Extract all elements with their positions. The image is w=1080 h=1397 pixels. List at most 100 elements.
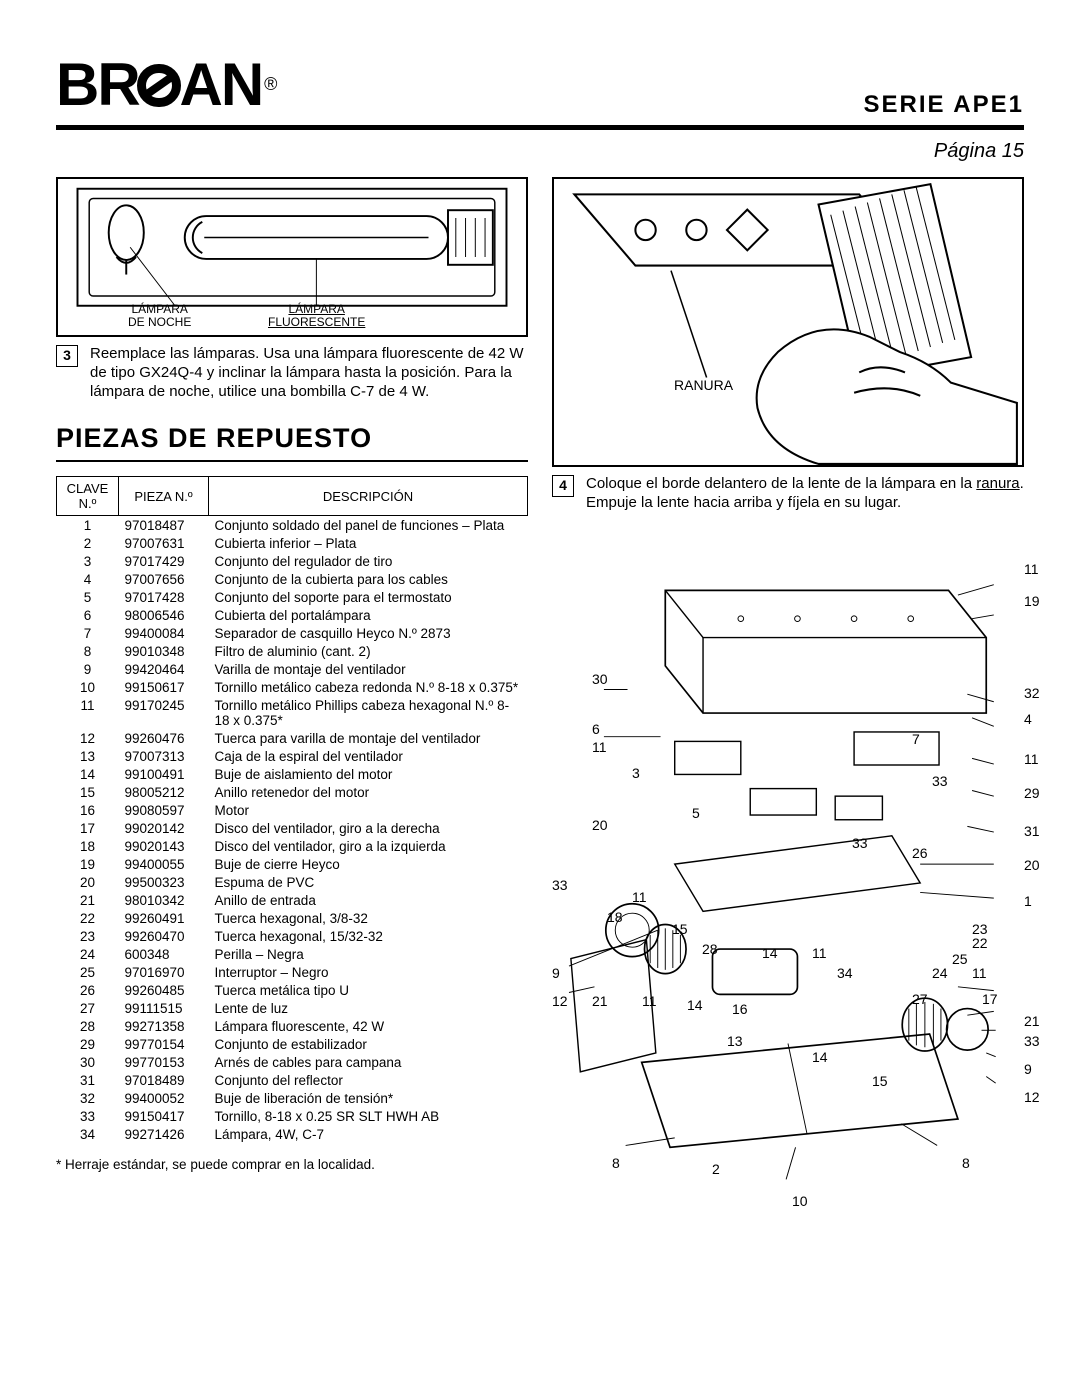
parts-header-key: CLAVE N.º	[57, 477, 119, 516]
table-row: 2999770154Conjunto de estabilizador	[57, 1035, 528, 1053]
table-row: 3197018489Conjunto del reflector	[57, 1071, 528, 1089]
callout-number: 33	[1024, 1033, 1040, 1049]
callout-number: 33	[852, 835, 868, 851]
ranura-label: RANURA	[674, 377, 733, 393]
callout-number: 33	[932, 773, 948, 789]
callout-number: 34	[837, 965, 853, 981]
table-row: 1799020142Disco del ventilador, giro a l…	[57, 819, 528, 837]
table-row: 2899271358Lámpara fluorescente, 42 W	[57, 1017, 528, 1035]
callout-number: 26	[912, 845, 928, 861]
table-row: 3399150417Tornillo, 8-18 x 0.25 SR SLT H…	[57, 1107, 528, 1125]
header-rule	[56, 125, 1024, 130]
callout-number: 11	[812, 945, 827, 961]
table-row: 2399260470Tuerca hexagonal, 15/32-32	[57, 927, 528, 945]
callout-number: 20	[1024, 857, 1040, 873]
table-row: 2299260491Tuerca hexagonal, 3/8-32	[57, 909, 528, 927]
callout-number: 5	[692, 805, 700, 821]
step-4-num: 4	[552, 475, 574, 497]
table-row: 2198010342Anillo de entrada	[57, 891, 528, 909]
table-row: 2597016970Interruptor – Negro	[57, 963, 528, 981]
callout-number: 22	[972, 935, 988, 951]
callout-number: 11	[972, 965, 987, 981]
callout-number: 31	[1024, 823, 1040, 839]
callout-number: 14	[812, 1049, 828, 1065]
callout-number: 12	[1024, 1089, 1040, 1105]
table-row: 2699260485Tuerca metálica tipo U	[57, 981, 528, 999]
table-row: 999420464Varilla de montaje del ventilad…	[57, 660, 528, 678]
callout-number: 10	[792, 1193, 808, 1209]
callout-number: 11	[632, 889, 647, 905]
callout-number: 9	[552, 965, 560, 981]
table-row: 1598005212Anillo retenedor del motor	[57, 783, 528, 801]
callout-number: 30	[592, 671, 608, 687]
table-row: 3299400052Buje de liberación de tensión*	[57, 1089, 528, 1107]
callout-number: 21	[1024, 1013, 1040, 1029]
figure-exploded-view: 1119303246117113332952031332620331111815…	[552, 533, 1024, 1233]
step-3: 3 Reemplace las lámparas. Usa una lámpar…	[56, 345, 528, 401]
table-row: 597017428Conjunto del soporte para el te…	[57, 588, 528, 606]
step-4-text: Coloque el borde delantero de la lente d…	[586, 475, 1024, 513]
callout-number: 18	[607, 909, 623, 925]
callout-number: 21	[592, 993, 608, 1009]
callout-number: 11	[1024, 561, 1039, 577]
table-row: 1099150617Tornillo metálico cabeza redon…	[57, 678, 528, 696]
callout-number: 11	[592, 739, 607, 755]
callout-number: 12	[552, 993, 568, 1009]
parts-header-part: PIEZA N.º	[119, 477, 209, 516]
callout-number: 3	[632, 765, 640, 781]
callout-number: 25	[952, 951, 968, 967]
callout-number: 15	[672, 921, 688, 937]
table-row: 397017429Conjunto del regulador de tiro	[57, 552, 528, 570]
callout-number: 2	[712, 1161, 720, 1177]
figure-lens-install: RANURA	[552, 177, 1024, 467]
lamp-night-label: LÁMPARADE NOCHE	[128, 303, 191, 329]
callout-number: 20	[592, 817, 608, 833]
callout-number: 7	[912, 731, 920, 747]
step-3-num: 3	[56, 345, 78, 367]
table-row: 1299260476Tuerca para varilla de montaje…	[57, 729, 528, 747]
callout-number: 27	[912, 991, 928, 1007]
table-row: 497007656Conjunto de la cubierta para lo…	[57, 570, 528, 588]
callout-number: 17	[982, 991, 998, 1007]
callout-number: 14	[687, 997, 703, 1013]
parts-table: CLAVE N.º PIEZA N.º DESCRIPCIÓN 19701848…	[56, 476, 528, 1143]
table-row: 899010348Filtro de aluminio (cant. 2)	[57, 642, 528, 660]
table-row: 3099770153Arnés de cables para campana	[57, 1053, 528, 1071]
callout-number: 28	[702, 941, 718, 957]
callout-number: 4	[1024, 711, 1032, 727]
lamp-fluorescent-label: LÁMPARAFLUORESCENTE	[268, 303, 365, 329]
callout-number: 1	[1024, 893, 1032, 909]
callout-number: 9	[1024, 1061, 1032, 1077]
table-row: 24600348Perilla – Negra	[57, 945, 528, 963]
callout-number: 13	[727, 1033, 743, 1049]
callout-number: 8	[612, 1155, 620, 1171]
table-row: 2099500323Espuma de PVC	[57, 873, 528, 891]
figure-lamp-diagram: LÁMPARADE NOCHE LÁMPARAFLUORESCENTE	[56, 177, 528, 337]
callout-number: 6	[592, 721, 600, 737]
parts-header-desc: DESCRIPCIÓN	[209, 477, 528, 516]
table-row: 197018487Conjunto soldado del panel de f…	[57, 516, 528, 535]
callout-number: 15	[872, 1073, 888, 1089]
table-row: 1397007313Caja de la espiral del ventila…	[57, 747, 528, 765]
step-4: 4 Coloque el borde delantero de la lente…	[552, 475, 1024, 513]
page-number: Página 15	[56, 140, 1024, 163]
table-row: 1899020143Disco del ventilador, giro a l…	[57, 837, 528, 855]
brand-logo: BRAN®	[56, 50, 275, 119]
series-label: SERIE APE1	[864, 91, 1025, 119]
callout-number: 24	[932, 965, 948, 981]
table-row: 3499271426Lámpara, 4W, C-7	[57, 1125, 528, 1143]
footnote: * Herraje estándar, se puede comprar en …	[56, 1157, 528, 1172]
callout-number: 29	[1024, 785, 1040, 801]
callout-number: 8	[962, 1155, 970, 1171]
table-row: 1699080597Motor	[57, 801, 528, 819]
table-row: 799400084Separador de casquillo Heyco N.…	[57, 624, 528, 642]
table-row: 1499100491Buje de aislamiento del motor	[57, 765, 528, 783]
step-3-text: Reemplace las lámparas. Usa una lámpara …	[90, 345, 528, 401]
callout-number: 16	[732, 1001, 748, 1017]
callout-number: 14	[762, 945, 778, 961]
table-row: 297007631Cubierta inferior – Plata	[57, 534, 528, 552]
callout-number: 33	[552, 877, 568, 893]
section-title: PIEZAS DE REPUESTO	[56, 423, 528, 462]
callout-number: 11	[1024, 751, 1039, 767]
table-row: 2799111515Lente de luz	[57, 999, 528, 1017]
